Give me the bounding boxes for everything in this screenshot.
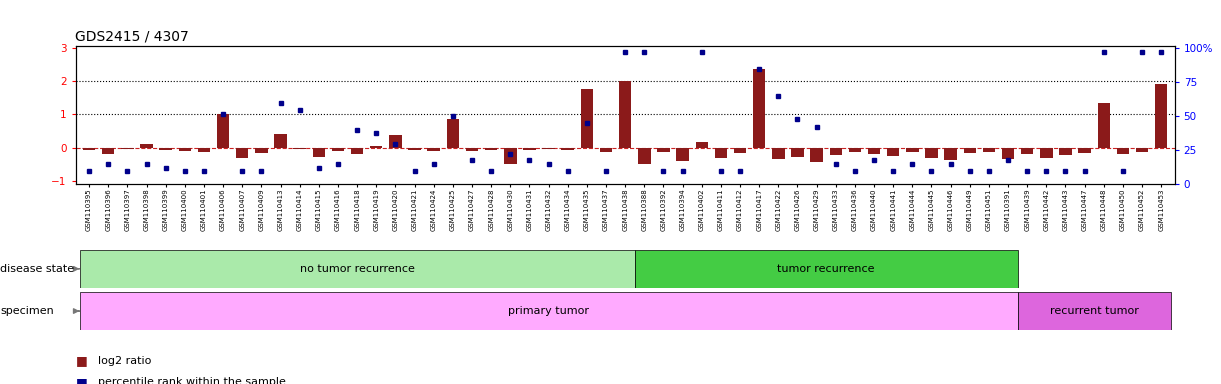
Bar xyxy=(639,148,651,164)
Bar xyxy=(963,148,976,153)
Text: GDS2415 / 4307: GDS2415 / 4307 xyxy=(74,30,188,43)
Bar xyxy=(313,148,325,157)
Bar xyxy=(389,135,402,148)
Bar xyxy=(1117,148,1129,154)
Text: percentile rank within the sample: percentile rank within the sample xyxy=(98,377,286,384)
Bar xyxy=(600,148,612,152)
Bar xyxy=(944,148,957,161)
Bar xyxy=(275,134,287,148)
Text: log2 ratio: log2 ratio xyxy=(98,356,151,366)
Bar xyxy=(791,148,803,157)
Text: ■: ■ xyxy=(76,376,92,384)
Bar xyxy=(217,114,230,148)
Bar xyxy=(79,250,635,288)
Bar xyxy=(121,148,133,149)
Bar xyxy=(753,70,766,148)
Bar xyxy=(581,89,593,148)
Bar xyxy=(332,148,344,151)
Bar xyxy=(619,81,631,148)
Bar xyxy=(772,148,785,159)
Text: disease state: disease state xyxy=(0,264,74,274)
Bar xyxy=(103,148,115,154)
Bar xyxy=(1098,103,1110,148)
Bar xyxy=(1001,148,1015,159)
Bar xyxy=(465,148,479,151)
Bar xyxy=(408,148,421,151)
Bar xyxy=(255,148,267,153)
Bar xyxy=(350,148,364,154)
Bar xyxy=(293,148,306,149)
Bar xyxy=(906,148,918,152)
Bar xyxy=(1078,148,1090,153)
Bar xyxy=(868,148,880,154)
Bar xyxy=(1040,148,1053,158)
Bar xyxy=(504,148,516,164)
Text: recurrent tumor: recurrent tumor xyxy=(1050,306,1139,316)
Bar xyxy=(1021,148,1033,154)
Bar xyxy=(657,148,669,152)
Bar xyxy=(1136,148,1148,152)
Bar xyxy=(485,148,497,150)
Bar xyxy=(524,148,536,150)
Bar xyxy=(178,148,190,151)
Bar xyxy=(1017,292,1171,330)
Bar xyxy=(849,148,861,152)
Text: primary tumor: primary tumor xyxy=(508,306,589,316)
Bar xyxy=(198,148,210,152)
Bar xyxy=(140,144,153,148)
Bar xyxy=(83,148,95,151)
Bar xyxy=(427,148,440,151)
Bar xyxy=(79,292,1017,330)
Text: specimen: specimen xyxy=(0,306,54,316)
Bar xyxy=(811,148,823,162)
Bar xyxy=(160,148,172,150)
Bar xyxy=(1155,84,1167,148)
Bar xyxy=(542,148,554,149)
Bar xyxy=(696,142,708,148)
Bar xyxy=(676,148,689,161)
Bar xyxy=(734,148,746,153)
Text: no tumor recurrence: no tumor recurrence xyxy=(299,264,415,274)
Bar xyxy=(983,148,995,152)
Bar xyxy=(635,250,1017,288)
Bar xyxy=(829,148,842,155)
Bar xyxy=(886,148,900,156)
Text: ■: ■ xyxy=(76,354,92,367)
Bar xyxy=(1060,148,1072,155)
Bar xyxy=(236,148,249,158)
Bar xyxy=(926,148,938,158)
Bar xyxy=(714,148,726,158)
Bar xyxy=(370,146,382,148)
Bar xyxy=(562,148,574,151)
Bar xyxy=(447,119,459,148)
Text: tumor recurrence: tumor recurrence xyxy=(778,264,875,274)
